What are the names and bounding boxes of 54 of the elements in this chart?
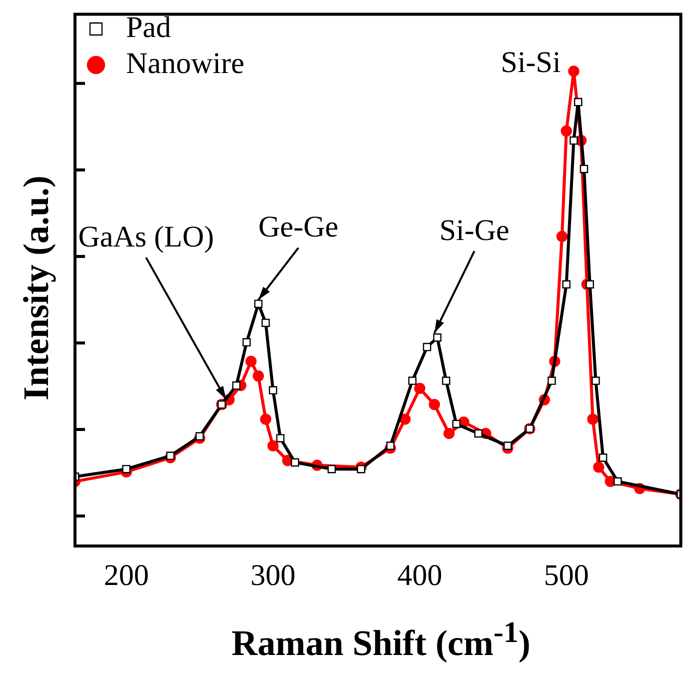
point [433,333,442,342]
point [408,376,417,385]
point [556,230,568,242]
point [422,342,432,352]
point [356,464,366,474]
point [267,440,279,452]
point [443,428,455,440]
x-tick-label: 300 [250,558,296,592]
point [593,462,604,473]
point [386,442,395,450]
point [399,414,411,425]
point [276,434,284,442]
point [428,398,440,410]
annotation: GaAs (LO) [78,220,214,254]
annotation: Ge-Ge [258,210,338,244]
point [290,458,300,467]
point [122,464,130,474]
point [587,414,598,425]
point [570,136,578,145]
point [166,452,174,460]
point [254,300,262,308]
x-tick-label: 200 [104,558,149,592]
point [504,442,512,450]
point [562,280,571,289]
point [568,66,580,77]
point [232,381,240,390]
x-tick-label: 400 [397,558,442,592]
point [260,414,272,425]
point [252,370,264,382]
point [262,318,270,327]
annotation: Si-Si [500,46,561,80]
legend-label: Pad [126,10,171,44]
point [268,386,278,394]
point [474,429,483,438]
point [548,376,556,385]
x-tick-label: 500 [544,558,589,592]
point [442,376,450,385]
point [414,382,426,394]
y-axis-title: Intensity (a.u.) [15,175,57,401]
point [580,164,588,174]
point [598,454,608,462]
point [586,280,594,289]
point [614,477,622,486]
annotation: Si-Ge [439,214,510,247]
point [328,464,336,474]
point [560,125,572,137]
legend-label: Nanowire [126,46,244,80]
point [574,98,582,106]
point [452,420,461,428]
point [196,432,204,440]
point [245,356,257,367]
point [242,338,251,346]
x-axis-title: Raman Shift (cm$^{-1}$) [230,616,532,664]
point [592,376,600,385]
